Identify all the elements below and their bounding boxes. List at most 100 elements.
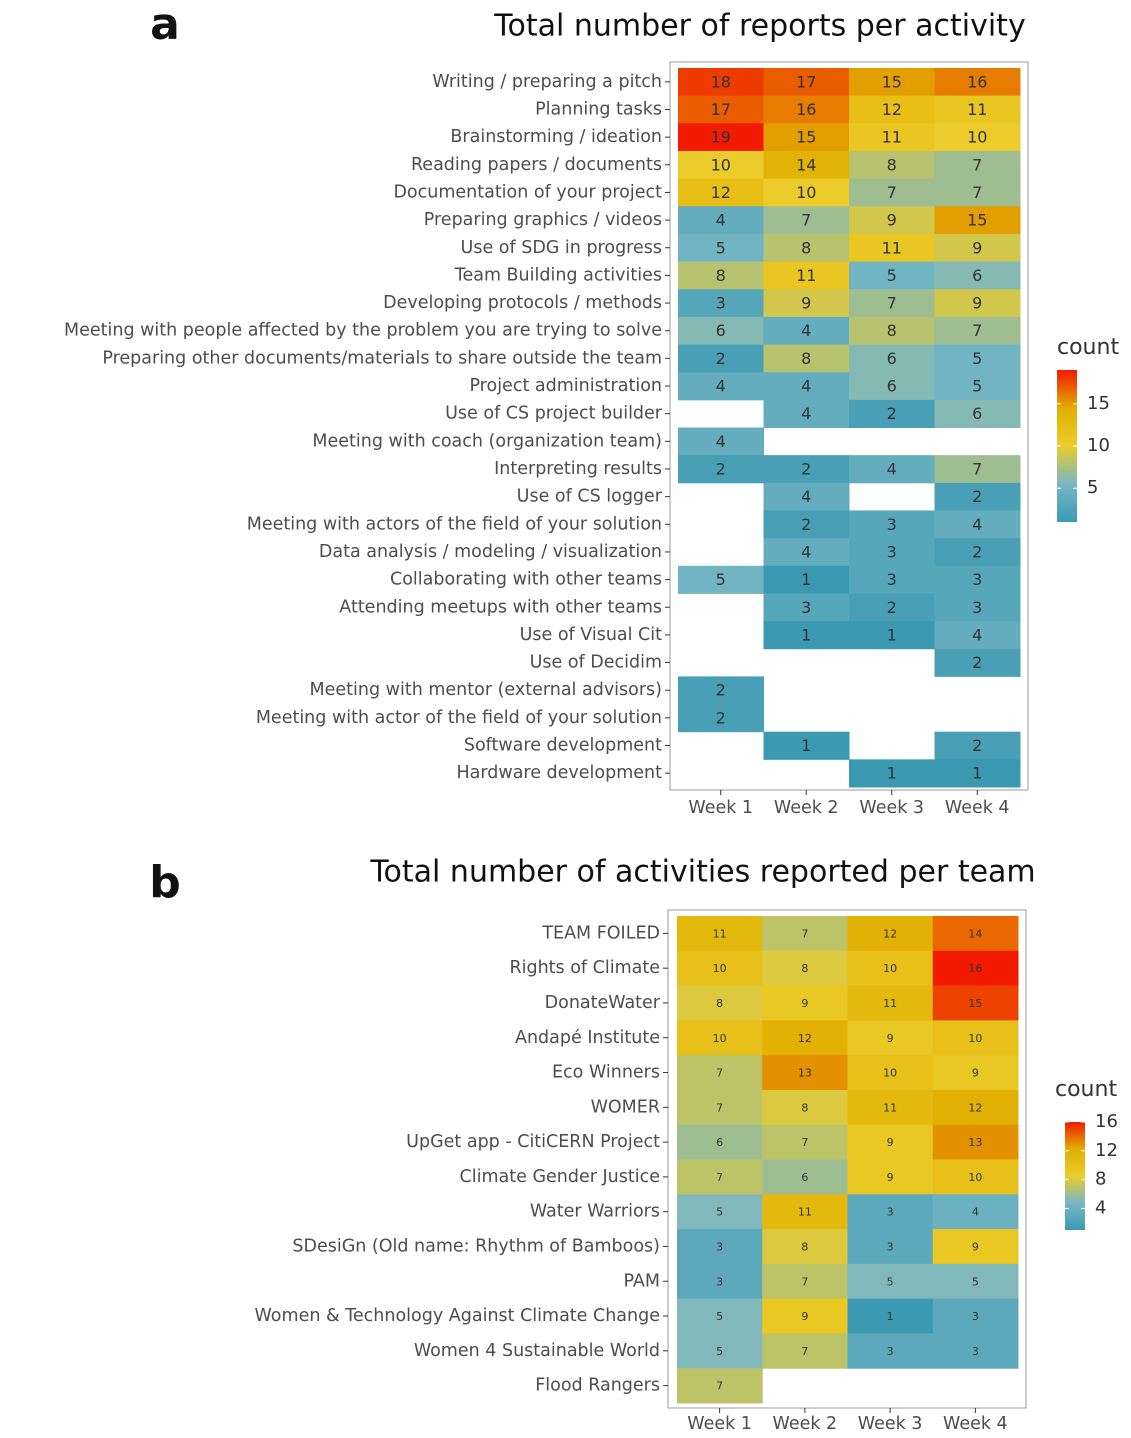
x-tick-label: Week 4 — [943, 1414, 1008, 1434]
heatmap-cell — [849, 289, 935, 318]
heatmap-cell — [678, 150, 764, 180]
row-label: Rights of Climate — [509, 958, 660, 978]
x-tick-label: Week 4 — [945, 798, 1010, 818]
x-tick-label: Week 1 — [688, 798, 753, 818]
row-label: PAM — [623, 1271, 660, 1291]
row-label: Project administration — [469, 376, 662, 396]
heatmap-cell — [934, 150, 1021, 180]
heatmap-cell — [934, 123, 1021, 152]
cell-label: 7 — [801, 1136, 808, 1149]
row-label: Flood Rangers — [535, 1376, 660, 1396]
cell-label: 7 — [801, 927, 808, 940]
heatmap-cell — [678, 123, 764, 152]
cell-label: 5 — [972, 377, 982, 396]
heatmap-cell — [847, 1055, 934, 1091]
cell-label: 3 — [716, 294, 726, 313]
cell-label: 16 — [968, 962, 982, 975]
heatmap-cell — [934, 565, 1021, 594]
colorbar-tick-label: 16 — [1095, 1111, 1118, 1132]
cell-label: 2 — [716, 708, 726, 727]
heatmap-cell — [677, 1194, 763, 1230]
heatmap-cell — [849, 344, 935, 373]
row-label: UpGet app - CitiCERN Project — [406, 1132, 660, 1152]
cell-label: 14 — [796, 155, 816, 174]
cell-label: 7 — [972, 321, 982, 340]
row-label: Climate Gender Justice — [460, 1167, 660, 1187]
row-label: Hardware development — [457, 763, 663, 783]
heatmap-cell — [849, 150, 935, 180]
heatmap-cell — [849, 621, 935, 650]
heatmap-cell — [763, 150, 850, 180]
heatmap-cell — [763, 123, 850, 152]
cell-label: 9 — [972, 238, 982, 257]
heatmap-cell — [763, 95, 850, 124]
cell-label: 4 — [972, 625, 982, 644]
cell-label: 8 — [716, 997, 723, 1010]
row-label: Preparing graphics / videos — [424, 210, 662, 230]
heatmap-cell — [934, 68, 1021, 97]
cell-label: 5 — [887, 266, 897, 285]
heatmap-cell — [763, 399, 850, 428]
cell-label: 2 — [801, 459, 811, 478]
row-label: Eco Winners — [552, 1063, 660, 1083]
cell-label: 7 — [716, 1101, 723, 1114]
heatmap-cell — [934, 316, 1021, 346]
heatmap-cell — [847, 1089, 934, 1126]
cell-label: 19 — [711, 128, 731, 147]
heatmap-cell — [849, 455, 935, 484]
heatmap-cell — [934, 593, 1021, 622]
heatmap-cell — [762, 1333, 848, 1369]
heatmap-cell — [762, 1229, 848, 1265]
heatmap-cell — [763, 455, 850, 484]
heatmap-cell — [762, 1124, 848, 1160]
colorbar — [1065, 1122, 1085, 1230]
chart-title: Total number of reports per activity — [493, 9, 1025, 44]
cell-label: 11 — [883, 1101, 897, 1114]
cell-label: 18 — [711, 72, 731, 91]
heatmap-cell — [763, 344, 850, 373]
row-label: Use of CS logger — [517, 487, 663, 507]
cell-label: 7 — [716, 1380, 723, 1393]
cell-label: 10 — [967, 128, 987, 147]
heatmap-cell — [678, 427, 764, 456]
cell-label: 6 — [972, 266, 982, 285]
x-tick-label: Week 2 — [774, 798, 839, 818]
heatmap-cell — [763, 68, 850, 97]
cell-label: 12 — [883, 927, 897, 940]
row-label: Women 4 Sustainable World — [414, 1341, 660, 1361]
row-label: Andapé Institute — [515, 1028, 660, 1048]
heatmap-cell — [847, 916, 934, 952]
cell-label: 10 — [713, 1032, 727, 1045]
cell-label: 11 — [967, 100, 987, 119]
heatmap-cell — [762, 950, 848, 987]
heatmap-cell — [934, 399, 1021, 428]
heatmap-cell — [934, 510, 1021, 539]
heatmap-cell — [847, 1229, 934, 1265]
legend-title: count — [1055, 1077, 1117, 1102]
heatmap-cell — [932, 916, 1019, 952]
heatmap-cell — [762, 1298, 848, 1334]
heatmap-cell — [849, 68, 935, 97]
row-label: Use of SDG in progress — [461, 238, 662, 258]
heatmap-cell — [934, 372, 1021, 401]
heatmap-cell — [932, 1194, 1019, 1230]
cell-label: 8 — [887, 321, 897, 340]
heatmap-cell — [847, 1263, 934, 1300]
cell-label: 4 — [801, 487, 811, 506]
row-label: Water Warriors — [530, 1202, 660, 1222]
heatmap-cell — [677, 1055, 763, 1091]
plot-frame — [669, 61, 1029, 791]
heatmap-cell — [677, 1263, 763, 1300]
cell-label: 5 — [716, 238, 726, 257]
heatmap-cell — [678, 344, 764, 373]
heatmap-cell — [678, 95, 764, 124]
heatmap-cell — [762, 1089, 848, 1126]
cell-label: 2 — [972, 736, 982, 755]
cell-label: 9 — [801, 997, 808, 1010]
cell-label: 1 — [801, 625, 811, 644]
colorbar — [1057, 370, 1077, 522]
cell-label: 2 — [972, 542, 982, 561]
cell-label: 3 — [887, 570, 897, 589]
cell-label: 6 — [887, 377, 897, 396]
heatmap-cell — [849, 593, 935, 622]
